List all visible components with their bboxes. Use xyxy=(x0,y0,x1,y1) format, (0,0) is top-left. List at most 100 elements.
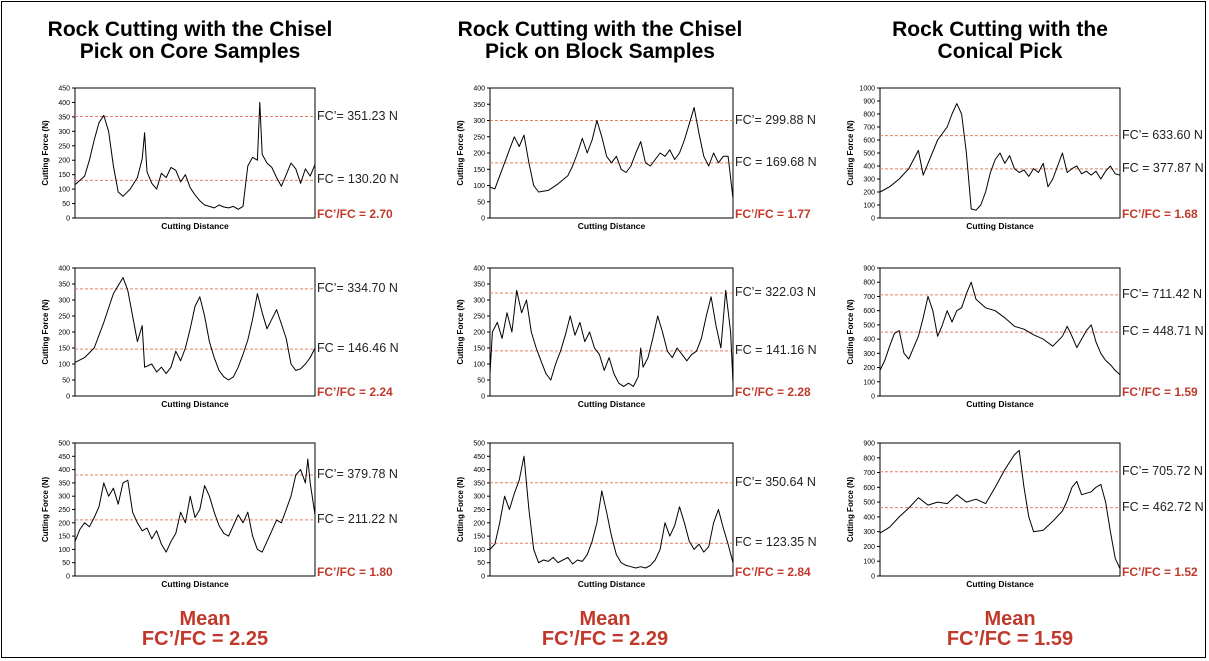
fc-prime-annotation: FC’= 334.70 N xyxy=(317,280,398,295)
y-tick-label: 0 xyxy=(481,216,485,223)
y-tick-label: 350 xyxy=(58,480,70,487)
y-tick-label: 100 xyxy=(473,362,485,369)
mean-summary: Mean FC’/FC = 2.29 xyxy=(470,609,740,649)
y-tick-label: 300 xyxy=(58,494,70,501)
y-tick-label: 500 xyxy=(58,441,70,448)
fc-annotation: FC = 130.20 N xyxy=(317,172,399,187)
force-series-line xyxy=(74,101,316,210)
y-tick-label: 200 xyxy=(473,151,485,158)
y-tick-label: 150 xyxy=(473,167,485,174)
ratio-annotation: FC’/FC = 1.59 xyxy=(1122,385,1198,399)
y-tick-label: 450 xyxy=(473,454,485,461)
y-tick-label: 400 xyxy=(863,337,875,344)
y-tick-label: 500 xyxy=(863,500,875,507)
y-tick-label: 300 xyxy=(863,351,875,358)
x-axis-label: Cutting Distance xyxy=(578,579,646,589)
ratio-annotation: FC’/FC = 2.84 xyxy=(735,565,811,579)
fc-prime-annotation: FC’= 705.72 N xyxy=(1122,463,1203,478)
y-tick-label: 700 xyxy=(863,125,875,132)
y-tick-label: 250 xyxy=(473,507,485,514)
fc-prime-annotation: FC’= 299.88 N xyxy=(735,112,816,127)
y-tick-label: 100 xyxy=(473,183,485,190)
y-tick-label: 600 xyxy=(863,138,875,145)
y-tick-label: 400 xyxy=(473,266,485,273)
y-tick-label: 700 xyxy=(863,294,875,301)
y-tick-label: 100 xyxy=(58,187,70,194)
y-axis-label: Cutting Force (N) xyxy=(846,477,855,543)
y-axis-label: Cutting Force (N) xyxy=(41,299,50,365)
y-tick-label: 300 xyxy=(473,118,485,125)
x-axis-label: Cutting Distance xyxy=(966,579,1034,589)
y-tick-label: 0 xyxy=(66,216,70,223)
y-tick-label: 50 xyxy=(62,201,70,208)
y-tick-label: 250 xyxy=(58,143,70,150)
y-axis-label: Cutting Force (N) xyxy=(846,120,855,186)
y-tick-label: 50 xyxy=(62,560,70,567)
force-series-line xyxy=(879,103,1121,211)
force-series-line xyxy=(74,458,316,553)
y-tick-label: 50 xyxy=(62,378,70,385)
x-axis-label: Cutting Distance xyxy=(578,221,646,231)
mean-value: FC’/FC = 2.25 xyxy=(141,628,269,650)
y-tick-label: 200 xyxy=(473,520,485,527)
fc-annotation: FC = 146.46 N xyxy=(317,341,399,356)
y-tick-label: 300 xyxy=(863,529,875,536)
y-tick-label: 900 xyxy=(863,99,875,106)
y-tick-label: 0 xyxy=(66,394,70,401)
force-series-line xyxy=(489,107,734,199)
fc-prime-annotation: FC’= 351.23 N xyxy=(317,108,398,123)
x-axis-label: Cutting Distance xyxy=(161,399,229,409)
y-tick-label: 0 xyxy=(871,394,875,401)
x-axis-label: Cutting Distance xyxy=(578,399,646,409)
x-axis-label: Cutting Distance xyxy=(161,221,229,231)
column-title: Rock Cutting with the Chisel Pick on Core… xyxy=(47,18,333,63)
ratio-annotation: FC’/FC = 2.70 xyxy=(317,207,393,221)
y-tick-label: 0 xyxy=(871,574,875,581)
y-tick-label: 300 xyxy=(58,129,70,136)
x-axis-label: Cutting Distance xyxy=(161,579,229,589)
fc-annotation: FC = 169.68 N xyxy=(735,154,817,169)
fc-prime-annotation: FC’= 350.64 N xyxy=(735,474,816,489)
y-tick-label: 150 xyxy=(473,534,485,541)
y-tick-label: 100 xyxy=(473,547,485,554)
y-tick-label: 50 xyxy=(477,378,485,385)
x-axis-label: Cutting Distance xyxy=(966,221,1034,231)
ratio-annotation: FC’/FC = 1.80 xyxy=(317,565,393,579)
fc-annotation: FC = 462.72 N xyxy=(1122,499,1204,514)
y-tick-label: 0 xyxy=(481,394,485,401)
y-tick-label: 700 xyxy=(863,470,875,477)
y-tick-label: 200 xyxy=(863,365,875,372)
y-tick-label: 0 xyxy=(481,574,485,581)
y-tick-label: 900 xyxy=(863,266,875,273)
force-series-line xyxy=(489,289,734,387)
y-tick-label: 100 xyxy=(58,362,70,369)
y-tick-label: 250 xyxy=(58,507,70,514)
y-tick-label: 400 xyxy=(863,514,875,521)
y-tick-label: 150 xyxy=(473,346,485,353)
mean-value: FC’/FC = 2.29 xyxy=(541,628,669,650)
y-tick-label: 200 xyxy=(58,520,70,527)
y-tick-label: 400 xyxy=(863,164,875,171)
y-tick-label: 0 xyxy=(871,216,875,223)
y-axis-label: Cutting Force (N) xyxy=(846,299,855,365)
y-tick-label: 150 xyxy=(58,346,70,353)
fc-annotation: FC = 448.71 N xyxy=(1122,324,1204,339)
y-tick-label: 400 xyxy=(473,467,485,474)
y-tick-label: 400 xyxy=(58,467,70,474)
column-title: Rock Cutting with the Chisel Pick on Bloc… xyxy=(457,18,743,63)
y-tick-label: 200 xyxy=(863,544,875,551)
y-axis-label: Cutting Force (N) xyxy=(41,120,50,186)
y-tick-label: 300 xyxy=(473,298,485,305)
fc-prime-annotation: FC’= 379.78 N xyxy=(317,466,398,481)
mean-value: FC’/FC = 1.59 xyxy=(946,628,1074,650)
y-tick-label: 50 xyxy=(477,560,485,567)
y-tick-label: 50 xyxy=(477,199,485,206)
y-tick-label: 350 xyxy=(58,282,70,289)
